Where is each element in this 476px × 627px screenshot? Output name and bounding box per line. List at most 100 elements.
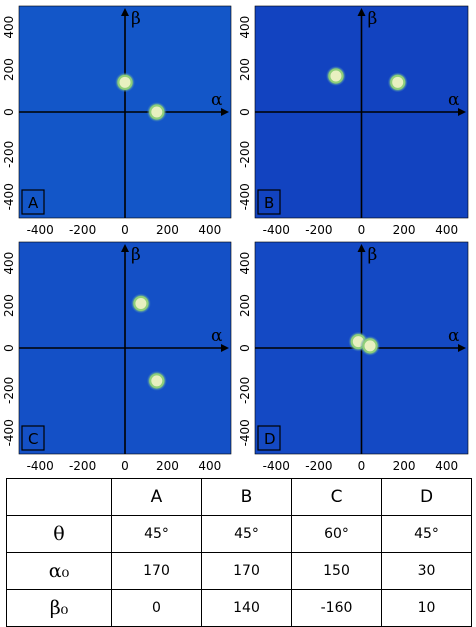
y-tick-label: 200 — [2, 294, 16, 317]
x-tick-label: -200 — [305, 223, 332, 237]
x-tick-label: 200 — [393, 459, 416, 472]
diffraction-spot — [117, 74, 133, 90]
alpha-arrowhead — [458, 108, 466, 116]
x-tick-label: -400 — [27, 223, 54, 237]
x-tick-label: 200 — [156, 223, 179, 237]
beta-arrowhead — [357, 8, 366, 16]
x-tick-label: -400 — [263, 223, 290, 237]
diffraction-spot — [149, 104, 165, 120]
y-tick-label: -200 — [2, 377, 16, 404]
x-tick-label: 400 — [435, 459, 458, 472]
table-cell: 30 — [381, 552, 472, 590]
y-tick-label: 400 — [238, 252, 252, 275]
x-tick-label: -200 — [69, 459, 96, 472]
column-header: A — [111, 478, 202, 516]
table-cell: 140 — [201, 589, 292, 627]
y-tick-label: 200 — [238, 294, 252, 317]
alpha-arrowhead — [458, 344, 466, 352]
beta-arrowhead — [121, 8, 129, 16]
table-cell: 10 — [381, 589, 472, 627]
y-tick-label: 0 — [2, 344, 16, 352]
y-tick-label: -400 — [2, 183, 16, 210]
table-row-beta0: β₀ 0 140 -160 10 — [6, 589, 472, 627]
panel-label: D — [264, 430, 276, 448]
y-tick-label: 400 — [2, 252, 16, 275]
y-tick-label: -400 — [238, 183, 252, 210]
panel-label: C — [28, 430, 38, 448]
panel-label: B — [264, 194, 274, 212]
x-tick-label: 0 — [358, 459, 366, 472]
panel-label-box — [21, 189, 45, 215]
diffraction-panels: α β A -400 -200 0 200 400 -400 -200 0 200 400 α β B -400… — [2, 5, 469, 472]
y-tick-label: -200 — [238, 141, 252, 168]
diffraction-spot — [149, 373, 165, 389]
row-label: β₀ — [6, 589, 112, 627]
panel-border — [18, 241, 232, 455]
x-tick-label: 200 — [393, 223, 416, 237]
panel-label: A — [28, 194, 39, 212]
table-cell: 45° — [381, 515, 472, 553]
beta-axis-label: β — [131, 9, 141, 29]
diffraction-spot — [362, 338, 378, 354]
alpha-axis-label: α — [211, 326, 223, 346]
panel-C: α β C -400 -200 0 200 400 -400 -200 0 200 400 — [2, 241, 232, 472]
table-cell: -160 — [291, 589, 382, 627]
x-tick-label: -400 — [263, 459, 290, 472]
x-tick-label: -400 — [27, 459, 54, 472]
table-corner-cell — [6, 478, 112, 516]
x-tick-label: 200 — [156, 459, 179, 472]
beta-axis-label: β — [131, 245, 141, 265]
panel-border — [254, 5, 469, 219]
x-tick-label: -200 — [305, 459, 332, 472]
table-cell: 45° — [201, 515, 292, 553]
y-tick-label: 0 — [238, 344, 252, 352]
column-header: B — [201, 478, 292, 516]
diffraction-spot — [133, 295, 149, 311]
x-tick-label: 400 — [198, 459, 221, 472]
y-tick-label: -400 — [238, 419, 252, 446]
table-row-theta: θ 45° 45° 60° 45° — [6, 515, 472, 553]
panel-A: α β A -400 -200 0 200 400 -400 -200 0 200 400 — [2, 5, 232, 237]
y-tick-label: 0 — [2, 108, 16, 116]
alpha-axis-label: α — [211, 90, 223, 110]
table-header-row: A B C D — [6, 478, 472, 516]
beta-axis-label: β — [368, 9, 378, 29]
y-tick-label: 200 — [238, 58, 252, 81]
column-header: D — [381, 478, 472, 516]
alpha-axis-label: α — [448, 90, 460, 110]
panel-label-box — [257, 189, 281, 215]
x-tick-label: 0 — [121, 223, 129, 237]
y-tick-label: -200 — [238, 377, 252, 404]
panel-label-box — [21, 425, 45, 451]
alpha-arrowhead — [221, 108, 229, 116]
alpha-axis-label: α — [448, 326, 460, 346]
x-tick-label: 0 — [121, 459, 129, 472]
table-cell: 170 — [201, 552, 292, 590]
panel-border — [18, 5, 232, 219]
diffraction-spot — [328, 68, 344, 84]
table-cell: 0 — [111, 589, 202, 627]
table-row-alpha0: α₀ 170 170 150 30 — [6, 552, 472, 590]
beta-axis-label: β — [368, 245, 378, 265]
alpha-arrowhead — [221, 344, 229, 352]
x-tick-label: -200 — [69, 223, 96, 237]
y-tick-label: 400 — [2, 16, 16, 39]
panel-D: α β D -400 -200 0 200 400 -400 -200 0 200 400 — [238, 241, 469, 472]
row-label: α₀ — [6, 552, 112, 590]
table-cell: 150 — [291, 552, 382, 590]
x-tick-label: 400 — [435, 223, 458, 237]
x-tick-label: 400 — [198, 223, 221, 237]
diffraction-spot — [390, 74, 406, 90]
y-tick-label: 200 — [2, 58, 16, 81]
x-tick-label: 0 — [358, 223, 366, 237]
panel-border — [254, 241, 469, 455]
panel-label-box — [257, 425, 281, 451]
beta-arrowhead — [357, 244, 366, 252]
y-tick-label: -400 — [2, 419, 16, 446]
parameter-table: A B C D θ 45° 45° 60° 45° α₀ 170 170 150… — [6, 478, 472, 627]
table-cell: 170 — [111, 552, 202, 590]
beta-arrowhead — [121, 244, 129, 252]
y-tick-label: 0 — [238, 108, 252, 116]
table-cell: 60° — [291, 515, 382, 553]
y-tick-label: 400 — [238, 16, 252, 39]
